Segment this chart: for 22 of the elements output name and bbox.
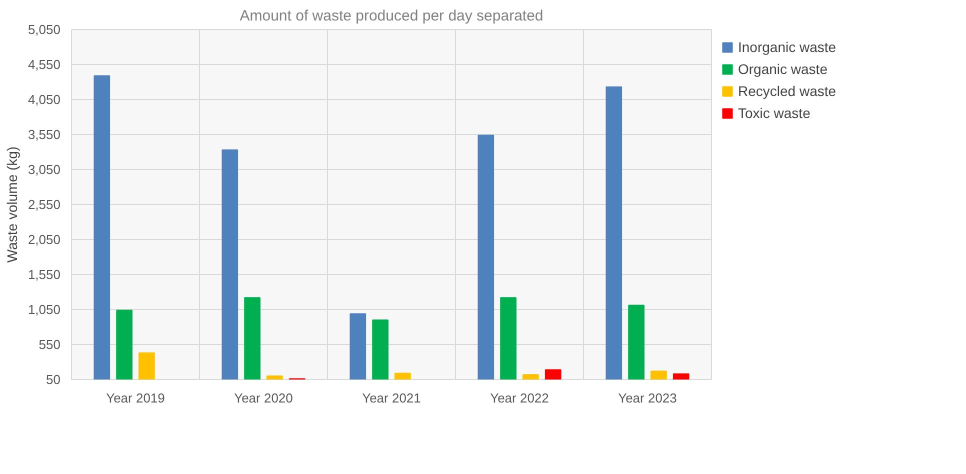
y-tick-label: 1,550 xyxy=(28,267,61,282)
y-tick-label: 4,550 xyxy=(28,57,61,72)
y-tick-label: 2,550 xyxy=(28,197,61,212)
legend-label: Recycled waste xyxy=(738,83,836,99)
legend-label: Inorganic waste xyxy=(738,39,836,55)
legend-label: Organic waste xyxy=(738,61,828,77)
x-tick-label: Year 2020 xyxy=(234,390,293,406)
y-axis-title: Waste volume (kg) xyxy=(4,146,20,263)
x-tick-label: Year 2022 xyxy=(490,390,549,406)
chart-title: Amount of waste produced per day separated xyxy=(240,8,544,24)
x-tick-label: Year 2023 xyxy=(618,390,677,406)
y-tick-label: 5,050 xyxy=(28,22,61,37)
x-tick-label: Year 2019 xyxy=(106,390,165,406)
legend-label: Toxic waste xyxy=(738,105,810,121)
y-tick-label: 3,550 xyxy=(28,127,61,142)
y-tick-label: 1,050 xyxy=(28,302,61,317)
y-tick-label: 50 xyxy=(46,372,61,387)
x-tick-label: Year 2021 xyxy=(362,390,421,406)
y-tick-label: 2,050 xyxy=(28,232,61,247)
y-tick-label: 4,050 xyxy=(28,92,61,107)
y-tick-label: 3,050 xyxy=(28,162,61,177)
y-tick-label: 550 xyxy=(38,337,61,352)
